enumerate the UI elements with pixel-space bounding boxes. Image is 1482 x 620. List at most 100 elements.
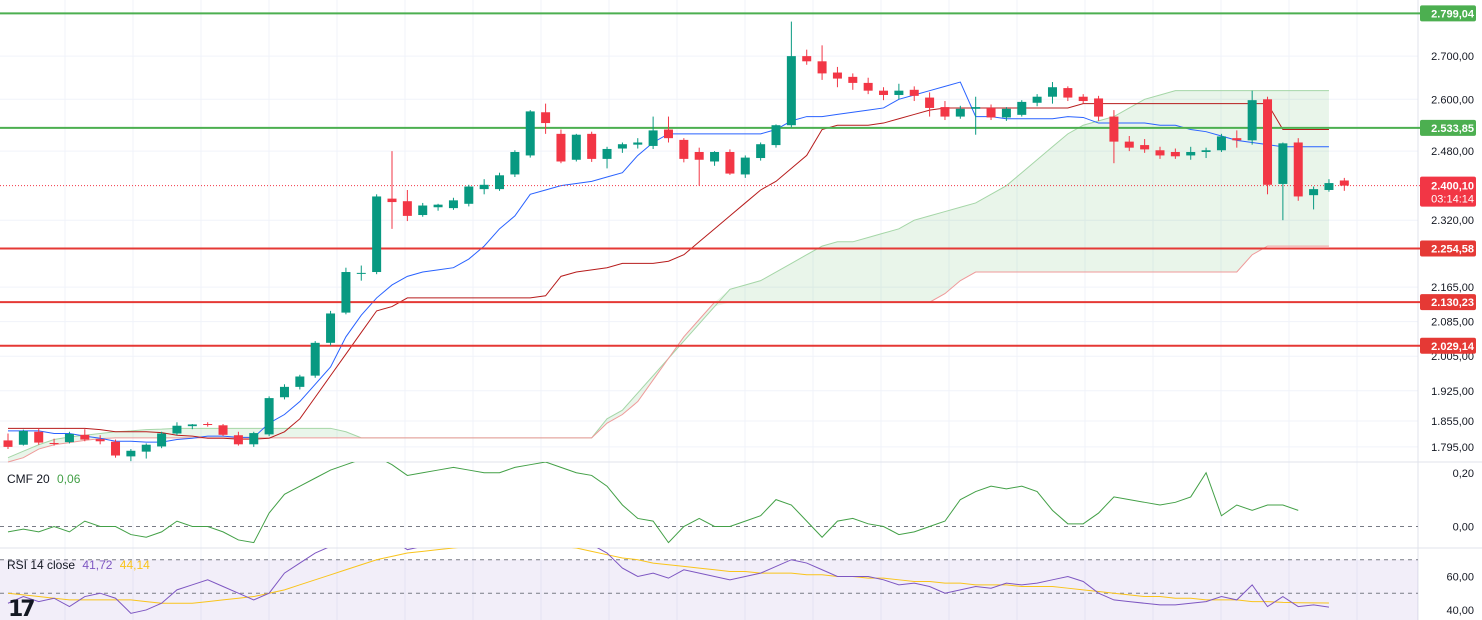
candle-body [679,139,689,159]
candle-body [740,157,750,175]
candle-body [341,272,351,313]
candle-body [1324,183,1334,190]
candle-body [1032,96,1042,103]
candle-body [1094,98,1104,117]
level-price-tag [1420,294,1476,311]
candle-body [986,107,996,118]
level-price-label: 2.254,58 [1431,243,1474,255]
last-price-label: 2.400,10 [1431,181,1474,193]
candle-body [34,431,44,443]
candle-body [264,398,274,435]
cmf-legend-name: CMF 20 [7,472,50,486]
price-tick-label: 1.855,00 [1431,416,1474,428]
candle-body [326,313,336,343]
level-price-tag [1420,5,1476,22]
candle-body [1216,136,1226,151]
senkou-span-b [7,245,1329,463]
candle-body [233,435,243,445]
rsi-legend-ma-value: 44,14 [119,558,150,572]
rsi-tick-label: 40,00 [1446,605,1474,617]
candle-body [1124,141,1134,148]
candle-body [356,272,366,274]
candle-body [249,433,259,445]
level-price-label: 2.029,14 [1431,341,1475,353]
candle-body [3,440,13,447]
cmf-legend[interactable]: CMF 20 0,06 [7,472,84,486]
cmf-tick-label: 0,20 [1453,468,1474,480]
tradingview-logo-icon[interactable]: 17 [8,597,36,620]
price-tick-label: 2.480,00 [1431,146,1474,158]
candle-body [1309,189,1319,196]
candle-body [387,198,397,203]
candle-body [710,151,720,162]
candle-body [525,111,535,156]
candle-body [172,425,182,434]
candle-body [187,424,197,427]
price-axis[interactable]: 2.700,00 2.600,00 2.480,00 2.320,00 2.165,00… [1420,5,1476,617]
candle-body [80,434,90,440]
candle-body [49,443,59,445]
cmf-tick-label: 0,00 [1453,522,1474,534]
rsi-legend[interactable]: RSI 14 close 41,72 44,14 [7,558,154,572]
candle-body [894,90,904,95]
candle-body [1170,151,1180,157]
candle-body [971,107,981,109]
rsi-legend-name: RSI 14 close [7,558,76,572]
cmf-line [7,462,1299,544]
rsi-ma-line [7,548,1329,604]
candle-body [479,184,489,190]
candle-body [495,175,505,190]
candle-body [940,107,950,117]
countdown-label: 03:14:14 [1431,194,1474,206]
candle-body [663,129,673,139]
candle-body [602,148,612,159]
candle-body [1155,150,1165,156]
candle-body [402,201,412,216]
candle-body [64,433,74,443]
candle-body [464,186,474,204]
candle-body [786,56,796,126]
candle-body [1140,145,1150,150]
candle-body [18,430,28,445]
cmf-panel[interactable] [0,457,1418,544]
candle-body [541,112,551,124]
base-line [8,103,1329,440]
candle-body [1247,100,1257,141]
candle-body [141,444,151,452]
candle-body [157,433,167,447]
level-price-label: 2.533,85 [1431,123,1474,135]
cmf-legend-value: 0,06 [57,472,81,486]
price-tick-label: 2.165,00 [1431,282,1474,294]
price-tick-label: 2.600,00 [1431,94,1474,106]
price-tick-label: 1.795,00 [1431,442,1474,454]
candle-body [1001,108,1011,118]
candle-body [1109,116,1119,142]
candle-body [1186,151,1196,156]
price-tick-label: 2.005,00 [1431,351,1474,363]
rsi-tick-label: 60,00 [1446,571,1474,583]
candle-body [1017,101,1027,115]
candle-body [633,142,643,145]
level-price-label: 2.799,04 [1431,8,1475,20]
rsi-panel[interactable] [0,530,1418,620]
candle-body [279,386,289,398]
candle-body [725,151,735,174]
candle-body [126,450,136,457]
candle-body [95,439,105,442]
level-price-tag [1420,337,1476,354]
candle-body [1063,88,1073,98]
candle-body [295,376,305,387]
candle-body [556,133,566,162]
level-price-tag [1420,240,1476,257]
candle-body [203,424,213,426]
candle-body [848,76,858,83]
level-price-tag [1420,119,1476,136]
price-tick-label: 1.925,00 [1431,386,1474,398]
candle-body [1201,150,1211,152]
candle-body [802,56,812,62]
candle-body [955,108,965,117]
candlestick-series[interactable] [3,21,1349,462]
candle-body [218,425,228,435]
rsi-legend-value: 41,72 [82,558,113,572]
